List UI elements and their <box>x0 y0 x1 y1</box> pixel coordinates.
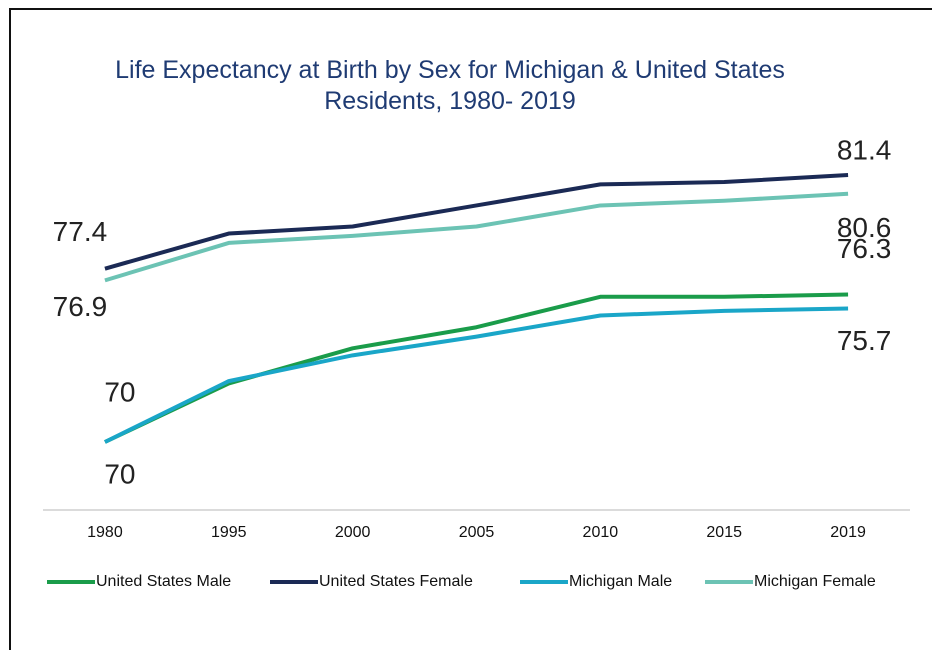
x-tick-label: 1995 <box>211 524 247 541</box>
series-line <box>104 306 849 444</box>
data-label: 76.3 <box>837 233 892 264</box>
page: 1980 1995 2000 2005 2010 2015 2019 70 76.3 77.4 81… <box>9 8 932 650</box>
legend-label: United States Female <box>319 573 473 590</box>
x-tick-label: 2015 <box>706 524 742 541</box>
data-label: 80.6 <box>837 212 892 243</box>
data-label: 76.9 <box>53 291 108 322</box>
legend-label: United States Male <box>96 573 231 590</box>
legend-label: Michigan Male <box>569 573 672 590</box>
x-tick-label: 2019 <box>830 524 866 541</box>
series-line <box>104 191 849 283</box>
data-label: 70 <box>104 376 135 407</box>
series-line <box>104 292 849 444</box>
data-label: 70 <box>104 458 135 489</box>
data-label: 81.4 <box>837 134 892 165</box>
chart-title: Life Expectancy at Birth by Sex for Mich… <box>115 56 785 115</box>
data-label: 75.7 <box>837 325 892 356</box>
chart: 1980 1995 2000 2005 2010 2015 2019 70 76.3 77.4 81… <box>43 134 910 590</box>
x-tick-label: 2005 <box>459 524 495 541</box>
x-tick-label: 1980 <box>87 524 123 541</box>
x-tick-label: 2000 <box>335 524 371 541</box>
data-label: 77.4 <box>53 216 108 247</box>
legend-label: Michigan Female <box>754 573 876 590</box>
series-line <box>104 173 849 271</box>
frame <box>9 8 932 650</box>
x-tick-label: 2010 <box>583 524 619 541</box>
